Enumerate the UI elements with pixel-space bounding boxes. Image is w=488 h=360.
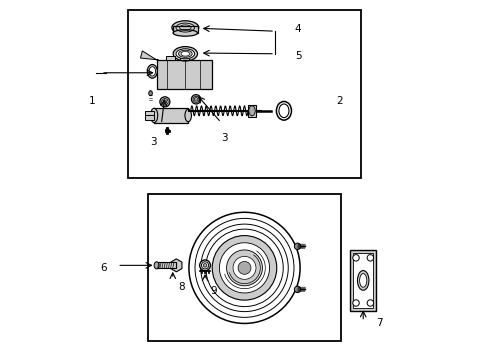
Circle shape [201, 224, 287, 312]
Ellipse shape [163, 100, 166, 104]
Text: 8: 8 [178, 282, 184, 292]
Bar [128, 10, 360, 178]
Text: 5: 5 [294, 51, 301, 61]
Text: 3: 3 [221, 133, 227, 143]
Bar [352, 253, 372, 308]
Bar [173, 26, 197, 33]
Ellipse shape [173, 30, 197, 36]
Text: 3: 3 [150, 138, 156, 147]
Circle shape [352, 255, 359, 261]
Bar [147, 194, 341, 341]
Text: 9: 9 [210, 286, 217, 296]
Ellipse shape [176, 49, 194, 59]
Ellipse shape [201, 262, 208, 269]
Bar [156, 60, 212, 89]
Ellipse shape [194, 98, 198, 101]
Bar [145, 116, 154, 120]
Ellipse shape [193, 96, 199, 102]
Circle shape [212, 235, 276, 300]
Text: 6: 6 [100, 263, 106, 273]
Ellipse shape [148, 91, 152, 96]
Ellipse shape [154, 262, 159, 269]
Circle shape [366, 255, 373, 261]
Ellipse shape [162, 99, 168, 105]
Bar [180, 55, 188, 60]
Ellipse shape [178, 50, 192, 57]
Ellipse shape [191, 95, 201, 104]
Circle shape [294, 286, 300, 293]
Circle shape [195, 219, 293, 318]
Ellipse shape [150, 108, 158, 123]
Circle shape [294, 243, 300, 249]
Bar [154, 108, 188, 123]
Ellipse shape [149, 67, 155, 76]
Circle shape [366, 300, 373, 306]
Circle shape [219, 243, 269, 293]
Bar [247, 105, 255, 117]
Bar [145, 111, 154, 115]
Ellipse shape [147, 64, 157, 78]
Ellipse shape [181, 51, 189, 56]
Bar [165, 55, 174, 60]
Ellipse shape [171, 21, 198, 35]
Bar [156, 262, 176, 268]
Ellipse shape [276, 102, 291, 120]
Circle shape [233, 256, 255, 279]
Ellipse shape [184, 109, 191, 122]
Ellipse shape [278, 104, 288, 118]
Ellipse shape [248, 106, 255, 116]
Text: 4: 4 [294, 24, 301, 35]
Bar [349, 250, 375, 311]
Polygon shape [140, 51, 158, 60]
Ellipse shape [165, 128, 169, 133]
Circle shape [205, 229, 283, 307]
Circle shape [238, 261, 250, 274]
Ellipse shape [173, 46, 197, 61]
Text: 2: 2 [335, 96, 342, 106]
Ellipse shape [357, 271, 368, 290]
Polygon shape [170, 259, 182, 272]
Ellipse shape [203, 264, 206, 267]
Circle shape [188, 212, 300, 323]
Ellipse shape [160, 97, 169, 107]
Circle shape [226, 250, 262, 286]
Ellipse shape [199, 260, 210, 271]
Circle shape [352, 300, 359, 306]
Ellipse shape [359, 274, 366, 287]
Text: 1: 1 [89, 96, 96, 106]
Text: 7: 7 [375, 318, 382, 328]
